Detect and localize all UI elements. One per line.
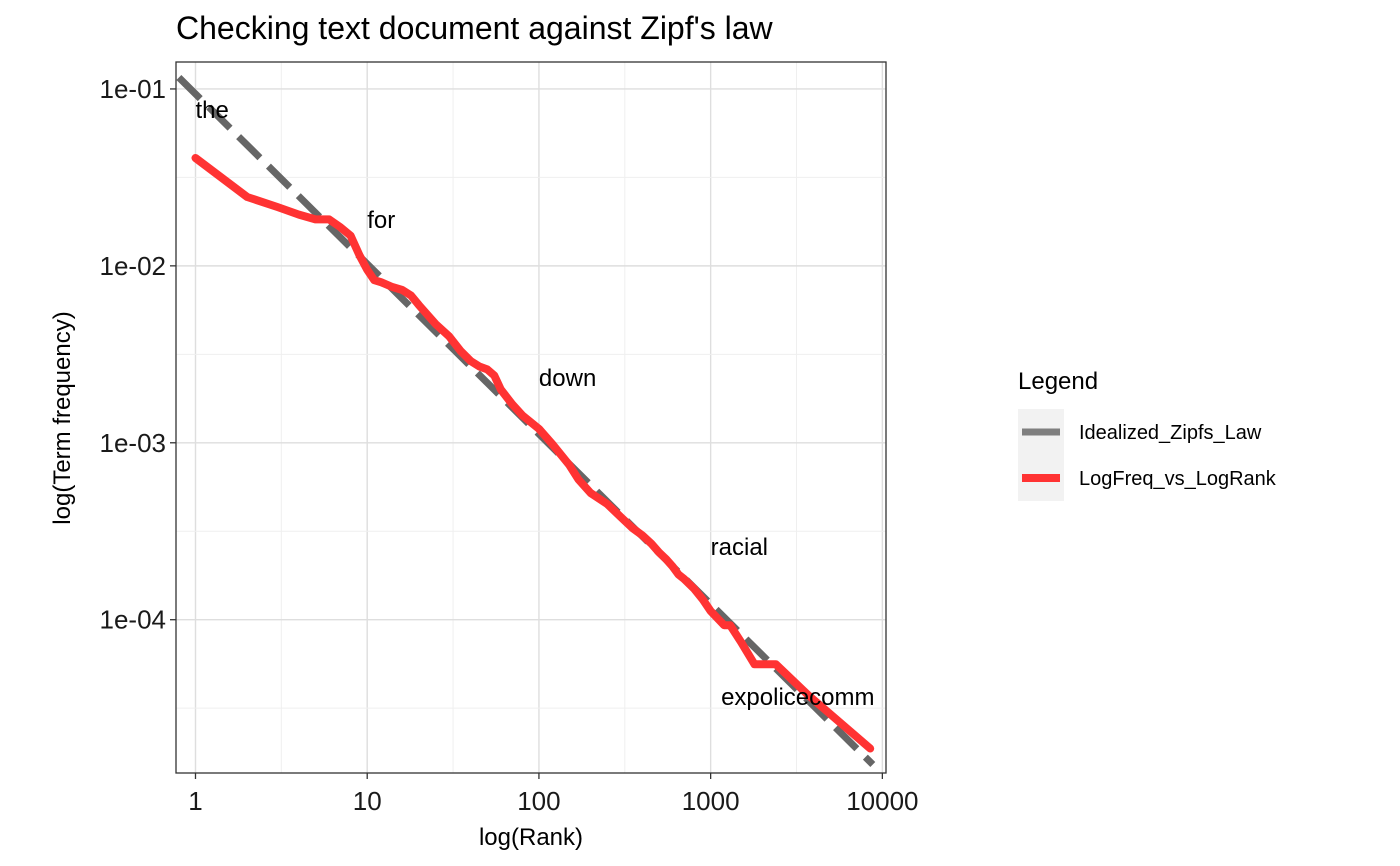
plot-panel-border <box>175 61 887 774</box>
y-axis-ticks: 1e-04 1e-03 1e-02 1e-01 <box>100 74 176 635</box>
y-axis-title: log(Term frequency) <box>49 311 76 524</box>
annotation-label: racial <box>711 534 768 561</box>
x-axis-title: log(Rank) <box>479 824 583 851</box>
legend: Legend Idealized_Zipfs_Law LogFreq_vs_LogR… <box>1018 368 1277 501</box>
y-tick-label: 1e-04 <box>100 605 167 635</box>
y-tick-label: 1e-01 <box>100 74 167 104</box>
grid-lines <box>176 62 886 773</box>
legend-entry-label: Idealized_Zipfs_Law <box>1079 422 1262 444</box>
x-tick-label: 1 <box>188 786 202 816</box>
plot-annotations: the for down racial expolicecomm <box>195 97 874 711</box>
legend-entry-label: LogFreq_vs_LogRank <box>1079 468 1277 490</box>
y-tick-label: 1e-03 <box>100 428 167 458</box>
y-tick-label: 1e-02 <box>100 251 167 281</box>
x-tick-label: 10 <box>353 786 382 816</box>
plot-series <box>176 75 876 767</box>
x-axis-ticks: 1 10 100 1000 10000 <box>188 773 919 816</box>
legend-title: Legend <box>1018 368 1098 395</box>
x-tick-label: 100 <box>517 786 560 816</box>
series-line-logfreq-vs-logrank <box>191 154 875 753</box>
annotation-label: down <box>539 365 596 392</box>
annotation-label: for <box>367 207 395 234</box>
x-tick-label: 10000 <box>846 786 918 816</box>
annotation-label: the <box>195 97 228 124</box>
annotation-label: expolicecomm <box>721 684 874 711</box>
x-tick-label: 1000 <box>682 786 740 816</box>
chart-title: Checking text document against Zipf's la… <box>176 10 774 46</box>
